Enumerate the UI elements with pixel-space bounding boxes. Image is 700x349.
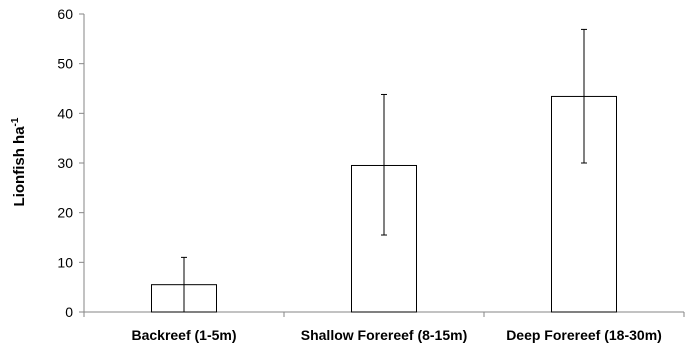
y-axis-ticks: 0 10 20 30 40 50 60	[57, 6, 85, 320]
y-tick-label: 30	[57, 155, 73, 171]
y-axis-title-superscript: -1	[10, 117, 21, 126]
y-tick-label: 20	[57, 205, 73, 221]
y-axis-title-base: Lionfish ha	[11, 126, 28, 207]
y-tick-label: 50	[57, 56, 73, 72]
y-tick-label: 10	[57, 254, 73, 270]
y-tick-label: 40	[57, 105, 73, 121]
y-tick-label: 60	[57, 6, 73, 22]
x-category-label: Shallow Forereef (8-15m)	[301, 327, 468, 343]
error-bars	[181, 28, 587, 312]
y-tick-label: 0	[65, 304, 73, 320]
x-category-label: Backreef (1-5m)	[131, 327, 236, 343]
x-category-label: Deep Forereef (18-30m)	[506, 327, 662, 343]
x-axis-labels: Backreef (1-5m) Shallow Forereef (8-15m) D…	[131, 327, 661, 343]
x-axis	[83, 311, 685, 317]
y-axis-title: Lionfish ha-1	[10, 117, 28, 206]
